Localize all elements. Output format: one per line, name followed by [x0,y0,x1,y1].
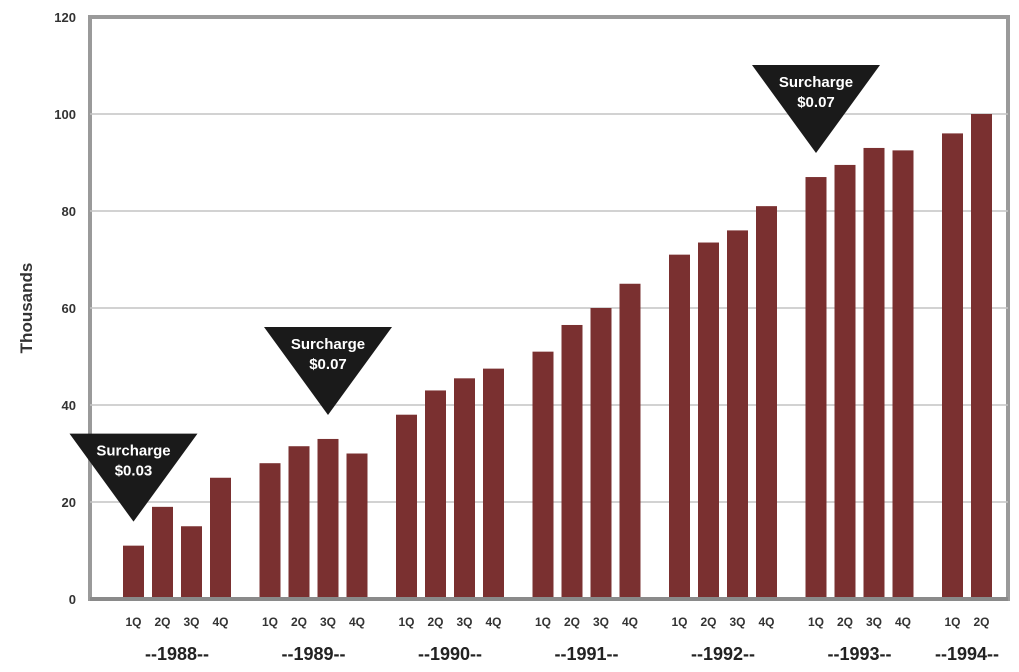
annotation-line2: $0.07 [797,94,835,111]
y-tick-label: 80 [62,204,76,219]
year-label: --1989-- [281,644,345,664]
bar [454,378,475,599]
quarter-label: 3Q [593,615,609,629]
y-tick-label: 120 [54,10,76,25]
quarter-label: 3Q [729,615,745,629]
bar [483,368,504,599]
annotation-triangle [69,433,198,522]
quarter-label: 4Q [758,615,774,629]
year-label: --1994-- [935,644,999,664]
year-label: --1991-- [554,644,618,664]
bar [396,414,417,599]
bar [727,230,748,599]
quarter-label: 1Q [808,615,824,629]
quarter-label: 1Q [535,615,551,629]
annotation-triangle [264,326,392,415]
quarter-label: 4Q [485,615,501,629]
quarter-label: 2Q [700,615,716,629]
quarter-labels: 1Q 2Q 3Q 4Q 1Q 2Q 3Q 4Q 1Q 2Q 3Q 4Q 1Q 2Q 3Q 4Q 1Q 2Q 3Q 4Q… [125,615,989,629]
bar [259,463,281,599]
y-tick-label: 20 [62,495,76,510]
surcharge-annotations: Surcharge $0.03 Surcharge $0.07 Surcharge $0.… [69,65,880,522]
year-label: --1993-- [827,644,891,664]
bar [532,351,554,599]
bar [805,177,827,600]
bar [698,242,719,599]
quarter-label: 4Q [212,615,228,629]
bar [317,438,339,599]
bar [181,526,202,599]
year-label: --1988-- [145,644,209,664]
bar [619,283,641,599]
bar [346,453,368,599]
quarter-label: 1Q [398,615,414,629]
bar [892,150,914,599]
quarter-label: 3Q [183,615,199,629]
quarter-label: 1Q [944,615,960,629]
bar [561,324,583,599]
y-tick-label: 60 [62,301,76,316]
bar [123,545,144,599]
quarter-label: 1Q [262,615,278,629]
quarter-label: 2Q [564,615,580,629]
bars [123,114,992,600]
annotation-line2: $0.07 [309,356,347,373]
quarter-label: 2Q [973,615,989,629]
bar [590,308,612,599]
quarter-label: 4Q [622,615,638,629]
annotation-line1: Surcharge [779,74,853,91]
y-axis-label: Thousands [17,263,36,354]
quarter-label: 2Q [291,615,307,629]
year-label: --1990-- [418,644,482,664]
bar [756,206,777,599]
quarter-label: 3Q [866,615,882,629]
bar [288,446,310,599]
quarter-label: 4Q [349,615,365,629]
annotation-triangle [752,65,880,154]
y-tick-label: 0 [69,592,76,607]
quarter-label: 1Q [671,615,687,629]
bar [210,477,231,599]
y-tick-labels: 0 20 40 60 80 100 120 [54,10,76,607]
quarter-label: 2Q [154,615,170,629]
year-labels: --1988-- --1989-- --1990-- --1991-- --1992--… [145,644,999,664]
bar [152,506,173,599]
bar [971,114,992,599]
quarter-label: 3Q [320,615,336,629]
bar [834,164,856,600]
annotation-line1: Surcharge [96,443,170,460]
annotation-line2: $0.03 [115,463,153,480]
bar [942,133,963,599]
quarter-label: 1Q [125,615,141,629]
quarter-label: 2Q [837,615,853,629]
surcharge-annotation: Surcharge $0.07 [752,65,880,154]
surcharge-annotation: Surcharge $0.07 [264,326,392,415]
y-tick-label: 100 [54,107,76,122]
surcharge-annotation: Surcharge $0.03 [69,433,198,522]
quarter-label: 4Q [895,615,911,629]
bar [669,254,690,599]
y-tick-label: 40 [62,398,76,413]
year-label: --1992-- [691,644,755,664]
bar [425,390,446,599]
bar [863,147,885,599]
annotation-line1: Surcharge [291,336,365,353]
quarter-label: 2Q [427,615,443,629]
quarter-label: 3Q [456,615,472,629]
